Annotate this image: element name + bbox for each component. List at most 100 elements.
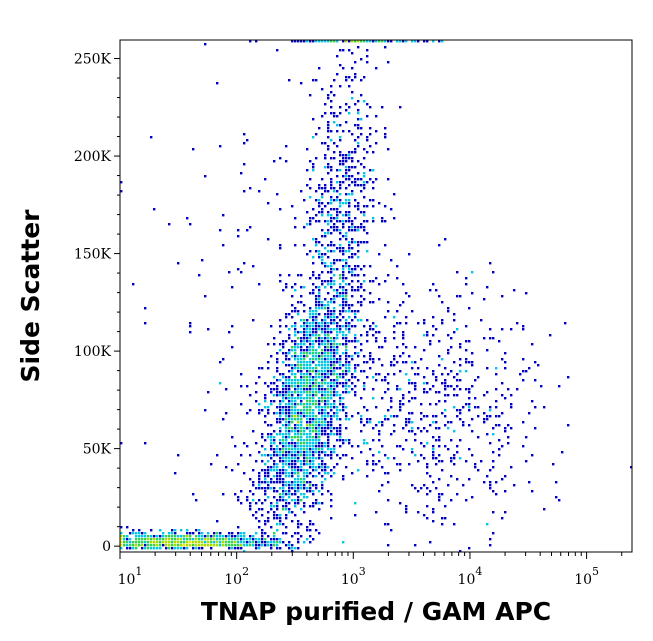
data-point	[264, 454, 267, 457]
data-point	[306, 373, 309, 376]
data-point	[318, 430, 321, 433]
data-point	[282, 409, 285, 412]
data-point	[300, 274, 303, 277]
data-point	[315, 250, 318, 253]
data-point	[321, 379, 324, 382]
data-point	[354, 181, 357, 184]
data-point	[315, 352, 318, 355]
data-point	[360, 184, 363, 187]
data-point	[345, 349, 348, 352]
data-point	[444, 517, 447, 520]
data-point	[489, 328, 492, 331]
data-point	[363, 172, 366, 175]
data-point	[159, 529, 162, 532]
data-point	[246, 229, 249, 232]
data-point	[402, 334, 405, 337]
data-point	[321, 433, 324, 436]
data-point	[369, 448, 372, 451]
data-point	[261, 460, 264, 463]
data-point	[555, 481, 558, 484]
data-point	[384, 46, 387, 49]
data-point	[270, 547, 273, 550]
data-point	[348, 184, 351, 187]
data-point	[327, 301, 330, 304]
data-point	[336, 343, 339, 346]
data-point	[273, 505, 276, 508]
data-point	[312, 118, 315, 121]
data-point	[336, 352, 339, 355]
data-point	[150, 136, 153, 139]
data-point	[318, 337, 321, 340]
data-point	[423, 40, 426, 43]
data-point	[288, 388, 291, 391]
data-point	[324, 349, 327, 352]
data-point	[363, 370, 366, 373]
data-point	[321, 361, 324, 364]
data-point	[147, 547, 150, 550]
data-point	[309, 460, 312, 463]
data-point	[306, 376, 309, 379]
data-point	[279, 208, 282, 211]
data-point	[309, 391, 312, 394]
data-point	[135, 547, 138, 550]
data-point	[321, 463, 324, 466]
data-point	[288, 364, 291, 367]
data-point	[312, 40, 315, 43]
data-point	[141, 544, 144, 547]
data-point	[282, 442, 285, 445]
data-point	[204, 175, 207, 178]
data-point	[354, 73, 357, 76]
data-point	[165, 535, 168, 538]
data-point	[402, 448, 405, 451]
data-point	[318, 385, 321, 388]
data-point	[408, 391, 411, 394]
data-point	[486, 418, 489, 421]
data-point	[387, 409, 390, 412]
data-point	[405, 361, 408, 364]
data-point	[423, 322, 426, 325]
data-point	[294, 388, 297, 391]
data-point	[405, 508, 408, 511]
data-point	[264, 382, 267, 385]
data-point	[483, 298, 486, 301]
data-point	[321, 337, 324, 340]
data-point	[285, 379, 288, 382]
data-point	[150, 544, 153, 547]
data-point	[354, 241, 357, 244]
data-point	[282, 382, 285, 385]
data-point	[453, 388, 456, 391]
data-point	[405, 511, 408, 514]
data-point	[291, 391, 294, 394]
data-point	[504, 430, 507, 433]
data-point	[333, 250, 336, 253]
data-point	[366, 376, 369, 379]
data-point	[333, 403, 336, 406]
data-point	[300, 430, 303, 433]
data-point	[300, 439, 303, 442]
data-point	[324, 433, 327, 436]
data-point	[219, 538, 222, 541]
data-point	[303, 442, 306, 445]
data-point	[324, 187, 327, 190]
data-point	[369, 367, 372, 370]
data-point	[276, 451, 279, 454]
data-point	[309, 406, 312, 409]
data-point	[393, 415, 396, 418]
data-point	[492, 460, 495, 463]
data-point	[294, 460, 297, 463]
data-point	[249, 226, 252, 229]
data-point	[318, 355, 321, 358]
data-point	[339, 244, 342, 247]
data-point	[273, 544, 276, 547]
data-point	[219, 382, 222, 385]
data-point	[429, 289, 432, 292]
data-point	[309, 364, 312, 367]
data-point	[354, 61, 357, 64]
data-point	[351, 166, 354, 169]
data-point	[318, 397, 321, 400]
data-point	[501, 394, 504, 397]
data-point	[327, 421, 330, 424]
data-point	[471, 430, 474, 433]
data-point	[390, 400, 393, 403]
data-point	[306, 319, 309, 322]
